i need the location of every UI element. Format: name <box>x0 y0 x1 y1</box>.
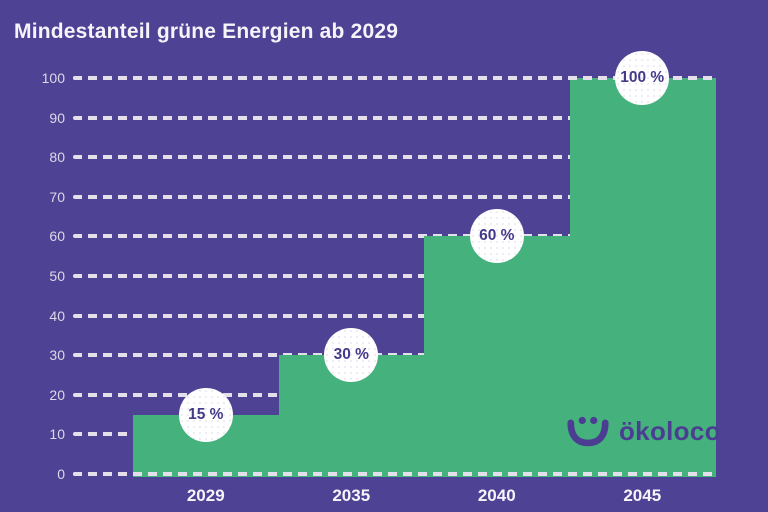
chart-title: Mindestanteil grüne Energien ab 2029 <box>14 20 399 43</box>
y-tick-label: 20 <box>49 386 65 403</box>
gridline-70 <box>73 194 715 199</box>
x-tick-label: 2035 <box>332 486 371 505</box>
y-tick-label: 70 <box>49 188 65 205</box>
gridline-overlay-100 <box>73 76 715 80</box>
y-tick-label: 60 <box>49 228 65 245</box>
gridline-90 <box>73 115 715 120</box>
y-tick-label: 100 <box>41 70 65 86</box>
bar-2040 <box>424 236 570 477</box>
value-badge-2035: 30 % <box>324 328 379 383</box>
y-tick-label: 0 <box>57 466 65 482</box>
value-badge-2045: 100 % <box>615 51 670 105</box>
y-tick-label: 10 <box>49 426 65 443</box>
x-tick-label: 2045 <box>623 486 662 505</box>
y-tick-label: 50 <box>49 268 65 284</box>
value-badge-2029: 15 % <box>178 387 233 442</box>
gridline-40 <box>73 313 715 318</box>
gridline-80 <box>73 155 715 160</box>
y-tick-label: 40 <box>49 307 65 324</box>
smiley-icon <box>567 416 609 447</box>
gridline-60 <box>73 234 715 239</box>
bar-2045 <box>569 78 716 477</box>
x-tick-label: 2029 <box>186 486 225 505</box>
y-tick-label: 30 <box>49 347 65 364</box>
y-tick-label: 80 <box>49 149 65 166</box>
value-badge-2040: 60 % <box>469 209 524 264</box>
brand-logo: ökoloco <box>566 414 721 448</box>
gridline-overlay-0 <box>73 472 715 476</box>
gridline-50 <box>73 274 715 278</box>
x-tick-label: 2040 <box>477 486 516 505</box>
y-tick-label: 90 <box>49 109 65 126</box>
brand-name: ökoloco <box>619 415 721 446</box>
